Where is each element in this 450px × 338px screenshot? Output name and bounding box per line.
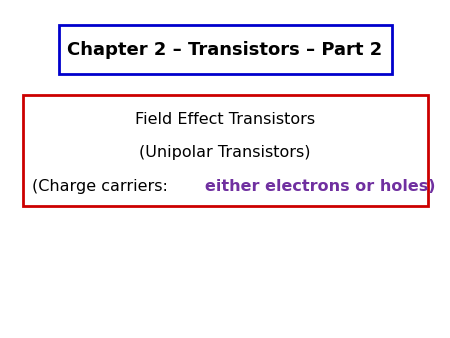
Text: Field Effect Transistors: Field Effect Transistors [135, 112, 315, 127]
FancyBboxPatch shape [58, 25, 392, 74]
Text: (Unipolar Transistors): (Unipolar Transistors) [139, 145, 311, 160]
Text: either electrons or holes): either electrons or holes) [205, 178, 435, 194]
FancyBboxPatch shape [22, 95, 427, 206]
Text: Chapter 2 – Transistors – Part 2: Chapter 2 – Transistors – Part 2 [68, 41, 382, 59]
Text: (Charge carriers:: (Charge carriers: [32, 178, 183, 194]
